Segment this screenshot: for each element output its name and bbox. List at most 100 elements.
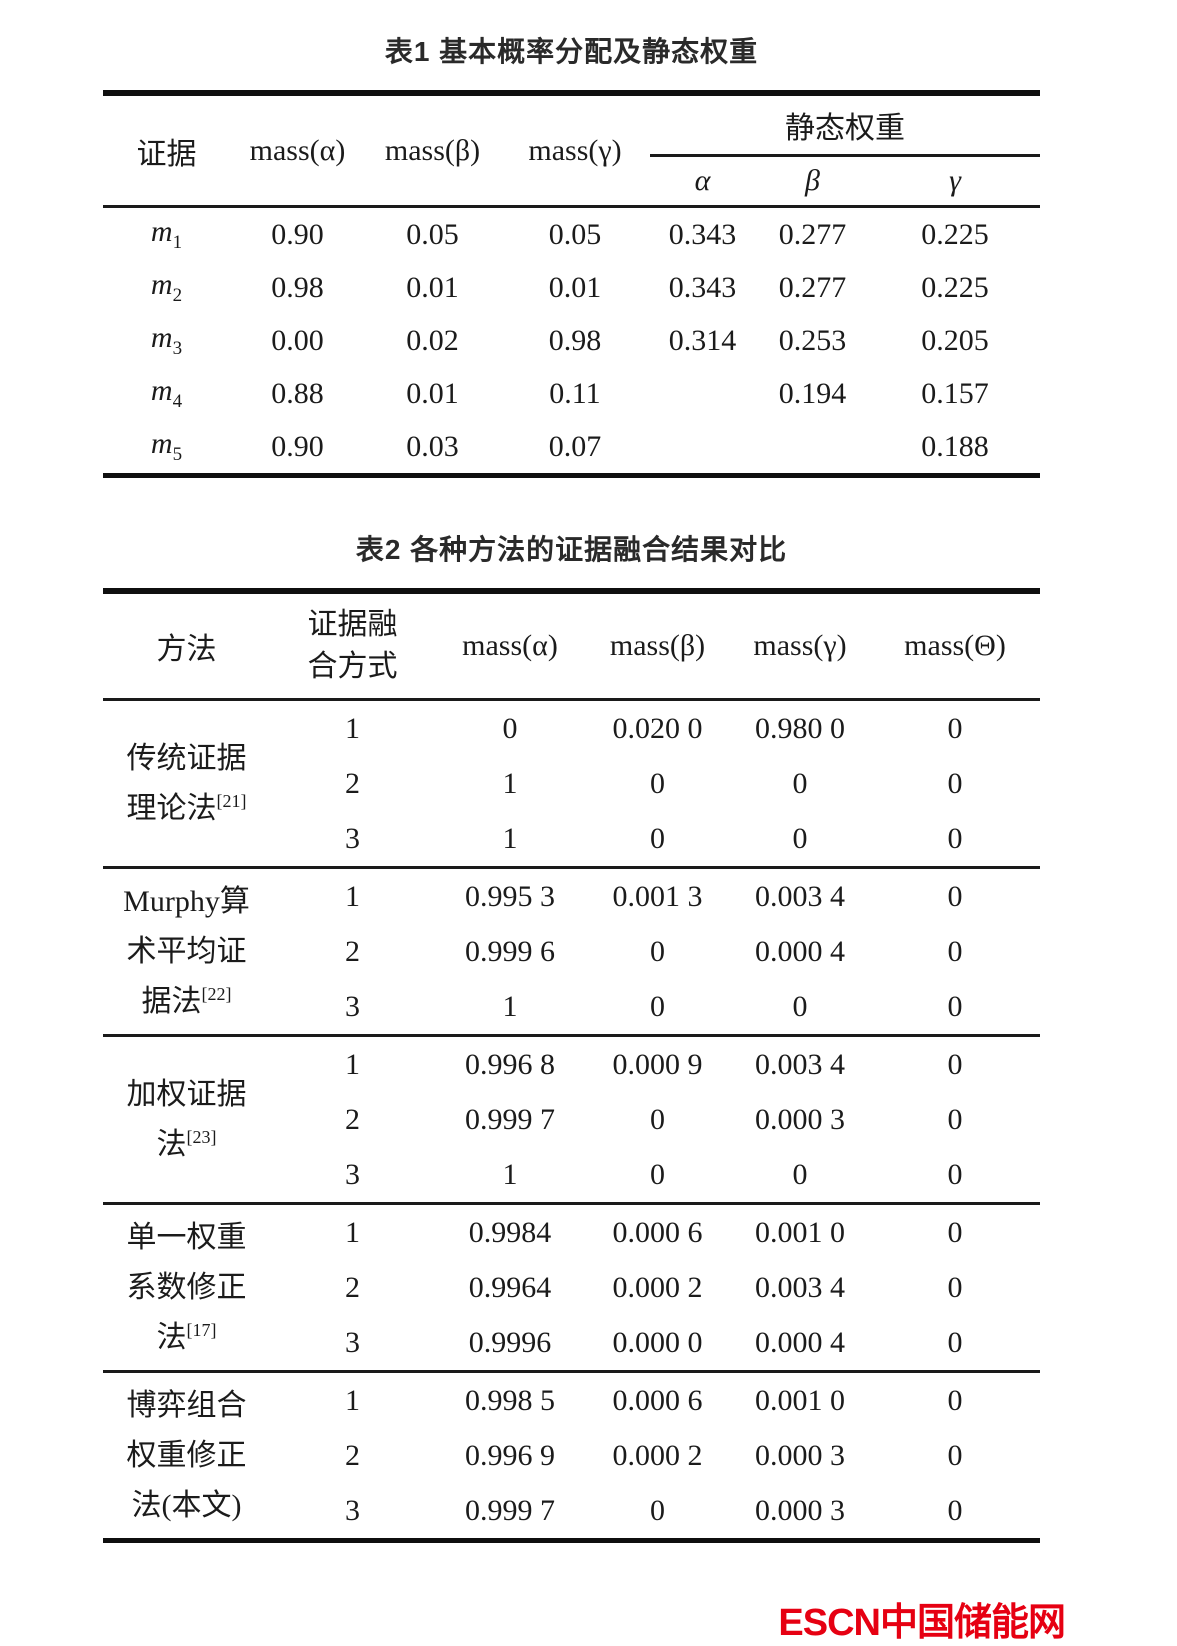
mass-value-cell: 0 [650, 821, 665, 855]
mass-value-cell: 0.003 4 [730, 1034, 870, 1092]
weight-value-cell: 0.225 [870, 205, 1040, 261]
mass-value-cell: 0.995 3 [435, 866, 585, 924]
method-line: 传统证据 [126, 741, 247, 775]
reference-superscript: [17] [186, 1319, 217, 1340]
evidence-subscript: 2 [172, 285, 183, 306]
mass-value-cell: 0 [947, 1270, 963, 1304]
method-line: 博弈组合 [126, 1388, 247, 1422]
mass-value-cell: 1 [502, 821, 518, 855]
mass-value-cell: 1 [502, 766, 518, 800]
table-row: 2 0.999 6 0 0.000 4 0 [103, 924, 1040, 979]
method-line: 系数修正 [126, 1270, 247, 1304]
fusion-mode-cell: 2 [345, 1102, 360, 1136]
fusion-mode-cell: 1 [270, 1202, 435, 1260]
mass-value-cell: 0.9964 [468, 1270, 552, 1304]
mass-value-cell: 0 [947, 1102, 963, 1136]
table-row: 2 1 0 0 0 [103, 756, 1040, 811]
mass-value-cell: 0 [870, 1370, 1040, 1428]
mass-value-cell: 0.999 7 [465, 1493, 555, 1527]
table-row: 博弈组合 权重修正 法(本文) 1 0.998 5 0.000 6 0.001 … [103, 1370, 1040, 1541]
fusion-mode-cell: 2 [345, 934, 360, 968]
method-line: 加权证据 [126, 1077, 247, 1111]
fusion-mode-cell: 1 [270, 1034, 435, 1092]
mass-value-cell: 0 [870, 1034, 1040, 1092]
mass-value-cell: 0 [870, 866, 1040, 924]
mass-value-cell: 0 [792, 821, 808, 855]
weight-value-cell: 0.343 [650, 205, 755, 261]
mass-value-cell: 0 [947, 1157, 963, 1191]
mass-value-cell: 0.996 9 [465, 1438, 555, 1472]
method-line: 法(本文) [131, 1488, 242, 1522]
mass-value-cell: 0 [792, 766, 808, 800]
table-row: 传统证据 理论法[21] 1 0 0.020 0 0.980 0 0 [103, 698, 1040, 868]
mass-value-cell: 0 [435, 698, 585, 756]
mass-value-cell: 0.98 [271, 270, 324, 304]
mass-value-cell: 0 [650, 989, 665, 1023]
fusion-mode-cell: 3 [345, 1325, 360, 1359]
mass-value-cell: 0.020 0 [585, 698, 730, 756]
evidence-symbol: m [150, 321, 173, 354]
col-header-gamma: γ [949, 164, 961, 197]
col-header-fusion-mode: 证据融 合方式 [270, 591, 435, 700]
method-line: 理论法 [126, 791, 217, 825]
mass-value-cell: 0 [947, 1438, 963, 1472]
table2-group-murphy: Murphy算 术平均证 据法[22] 1 0.995 3 0.001 3 0.… [103, 866, 1040, 1036]
table2-group-weighted: 加权证据 法[23] 1 0.996 8 0.000 9 0.003 4 0 2… [103, 1034, 1040, 1204]
method-label: 加权证据 法[23] [103, 1034, 270, 1204]
evidence-subscript: 1 [172, 232, 183, 253]
mass-value-cell: 0.000 2 [612, 1270, 703, 1304]
weight-value-cell: 0.277 [755, 205, 870, 261]
col-header-mass-beta: mass(β) [384, 133, 481, 167]
mass-value-cell: 0.000 2 [612, 1438, 703, 1472]
mass-value-cell: 0.11 [549, 376, 601, 410]
fusion-mode-line1: 证据融 [307, 608, 398, 641]
weight-value-cell: 0.205 [921, 323, 989, 357]
fusion-mode-cell: 2 [345, 1438, 360, 1472]
method-label: 传统证据 理论法[21] [103, 698, 270, 868]
mass-value-cell: 0.000 6 [585, 1370, 730, 1428]
evidence-label: m5 [103, 420, 230, 476]
mass-value-cell: 0 [650, 1157, 665, 1191]
evidence-symbol: m [150, 215, 173, 248]
table-row: m4 0.88 0.01 0.11 0.194 0.157 [103, 367, 1040, 420]
col-header-mass-gamma: mass(γ) [528, 133, 622, 167]
table2-group-traditional: 传统证据 理论法[21] 1 0 0.020 0 0.980 0 0 2 1 0… [103, 698, 1040, 868]
evidence-symbol: m [150, 268, 173, 301]
weight-value-cell: 0.225 [921, 270, 989, 304]
mass-value-cell: 0.00 [271, 323, 324, 357]
mass-value-cell: 0.98 [548, 323, 602, 357]
fusion-mode-line2: 合方式 [307, 650, 398, 683]
mass-value-cell: 0.999 7 [465, 1102, 555, 1136]
method-line: 据法 [141, 984, 202, 1018]
mass-value-cell: 0.03 [406, 429, 459, 463]
mass-value-cell: 0 [650, 934, 665, 968]
mass-value-cell: 0.88 [271, 376, 324, 410]
table-row: 3 0.9996 0.000 0 0.000 4 0 [103, 1315, 1040, 1372]
mass-value-cell: 0 [947, 1493, 963, 1527]
table-row: 单一权重 系数修正 法[17] 1 0.9984 0.000 6 0.001 0… [103, 1202, 1040, 1372]
evidence-subscript: 4 [172, 391, 183, 412]
col-header-mass-alpha: mass(α) [462, 629, 558, 662]
mass-value-cell: 0 [650, 766, 665, 800]
mass-value-cell: 0.07 [548, 429, 602, 463]
table-row: m3 0.00 0.02 0.98 0.314 0.253 0.205 [103, 314, 1040, 367]
fusion-mode-cell: 1 [270, 866, 435, 924]
weight-value-cell [650, 420, 755, 476]
weight-value-cell: 0.188 [921, 429, 989, 463]
col-header-mass-gamma: mass(γ) [753, 629, 847, 662]
mass-value-cell: 0 [792, 1157, 808, 1191]
escn-logo-chinese-text: 中国储能网 [879, 1602, 1066, 1644]
fusion-mode-cell: 3 [345, 1157, 360, 1191]
mass-value-cell: 0.998 5 [435, 1370, 585, 1428]
weight-value-cell: 0.277 [778, 270, 847, 304]
mass-value-cell: 0.001 0 [730, 1202, 870, 1260]
col-header-mass-beta: mass(β) [609, 629, 706, 662]
col-header-alpha: α [694, 164, 711, 197]
method-line: 单一权重 [126, 1220, 247, 1254]
col-header-mass-alpha: mass(α) [249, 133, 346, 167]
mass-value-cell: 0.9984 [435, 1202, 585, 1260]
fusion-mode-cell: 1 [270, 698, 435, 756]
reference-superscript: [21] [216, 790, 247, 811]
evidence-label: m1 [103, 205, 230, 261]
